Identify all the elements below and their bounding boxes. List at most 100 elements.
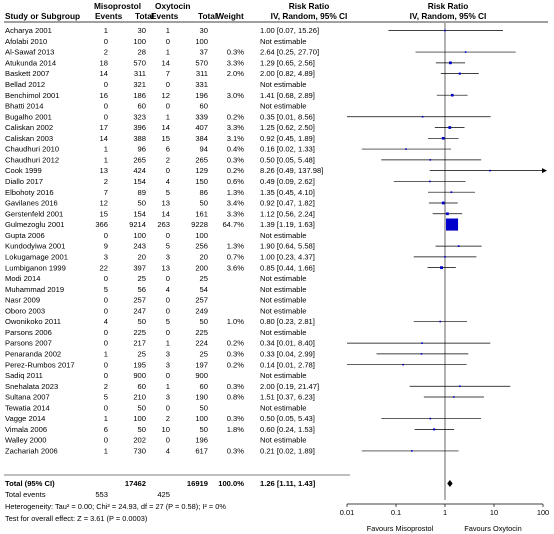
events-oxytocin: 0 <box>166 371 170 380</box>
study-weight: 0.2% <box>227 360 245 369</box>
total-misoprostol: 96 <box>138 145 146 154</box>
events-oxytocin: 13 <box>162 199 170 208</box>
study-weight: 1.0% <box>227 317 245 326</box>
events-misoprostol: 1 <box>104 447 108 456</box>
total-oxytocin: 249 <box>195 306 208 315</box>
events-misoprostol: 5 <box>104 393 108 402</box>
study-name: Cook 1999 <box>5 166 42 175</box>
effect-square <box>458 385 461 388</box>
study-name: Lumbiganon 1999 <box>5 263 66 272</box>
total-oxytocin: 100 <box>195 231 208 240</box>
effect-square <box>429 180 431 183</box>
events-oxytocin: 0 <box>166 296 170 305</box>
total-misoprostol: 323 <box>133 112 146 121</box>
study-name: Bhatti 2014 <box>5 102 43 111</box>
events-oxytocin: 14 <box>162 123 170 132</box>
risk-ratio-ci: Not estimable <box>260 306 306 315</box>
study-row: Vimala 2006 6 50 10 50 1.8% 0.60 [0.24, 1.53] <box>5 425 315 434</box>
risk-ratio-ci: 0.92 [0.45, 1.89] <box>260 134 315 143</box>
risk-ratio-ci: 1.29 [0.65, 2.56] <box>260 58 315 67</box>
events-misoprostol: 366 <box>95 220 108 229</box>
events-oxytocin: 4 <box>166 177 170 186</box>
study-row: Perez-Rumbos 2017 0 195 3 197 0.2% 0.14 [0.01,… <box>5 360 315 369</box>
plot-method-header: IV, Random, 95% CI <box>410 11 487 21</box>
events-oxytocin: 5 <box>166 317 170 326</box>
total-misoprostol: 202 <box>133 436 146 445</box>
study-weight: 2.0% <box>227 69 245 78</box>
events-misoprostol: 0 <box>104 102 108 111</box>
study-name: Parsons 2006 <box>5 328 52 337</box>
total-misoprostol: 397 <box>133 263 146 272</box>
study-name: Bugalho 2001 <box>5 112 52 121</box>
total-oxytocin: 54 <box>200 285 208 294</box>
study-weight: 1.3% <box>227 188 245 197</box>
study-row: Sultana 2007 5 210 3 190 0.8% 1.51 [0.37, 6.23… <box>5 393 315 402</box>
ci-arrow-right <box>542 168 547 174</box>
effect-square <box>489 169 491 172</box>
events-misoprostol: 0 <box>104 306 108 315</box>
study-name: Caliskan 2003 <box>5 134 53 143</box>
study-name: Owonikoko 2011 <box>5 317 61 326</box>
total-misoprostol: 186 <box>133 91 146 100</box>
events-misoprostol: 2 <box>104 382 108 391</box>
total-oxytocin: 256 <box>195 242 208 251</box>
study-row: Nasr 2009 0 257 0 257 Not estimable <box>5 296 306 305</box>
study-row: Bellad 2012 0 321 0 331 Not estimable <box>5 80 306 89</box>
total-oxytocin: 224 <box>195 339 208 348</box>
events-oxytocin: 5 <box>166 242 170 251</box>
events-oxytocin: 0 <box>166 436 170 445</box>
total-events-label: Total events <box>5 490 46 499</box>
total-oxytocin: 570 <box>195 58 208 67</box>
events-misoprostol: 7 <box>104 188 108 197</box>
total-events-1: 553 <box>95 490 108 499</box>
events-oxytocin: 1 <box>166 339 170 348</box>
events-1-header: Events <box>95 11 123 21</box>
events-misoprostol: 9 <box>104 242 108 251</box>
study-row: Owonikoko 2011 4 50 5 50 1.0% 0.80 [0.23, 2.81… <box>5 317 315 326</box>
risk-ratio-ci: 2.00 [0.82, 4.89] <box>260 69 315 78</box>
events-misoprostol: 0 <box>104 371 108 380</box>
study-weight: 0.3% <box>227 350 245 359</box>
events-misoprostol: 14 <box>100 134 108 143</box>
study-weight: 0.8% <box>227 393 245 402</box>
events-misoprostol: 0 <box>104 80 108 89</box>
study-row: Gulmezoglu 2001 366 9214 263 9228 64.7% 1.39 [… <box>5 220 315 229</box>
weight-header: Weight <box>216 11 244 21</box>
effect-square <box>444 29 446 32</box>
events-oxytocin: 15 <box>162 134 170 143</box>
total-oxytocin: 100 <box>195 37 208 46</box>
effect-square <box>445 218 459 231</box>
study-row: Atukunda 2014 18 570 14 570 3.3% 1.29 [0.65, 2… <box>5 58 315 67</box>
study-row: Gerstenfeld 2001 15 154 14 161 3.3% 1.12 [0.56… <box>5 209 315 218</box>
total-misoprostol: 396 <box>133 123 146 132</box>
total-misoprostol: 195 <box>133 360 146 369</box>
study-weight: 3.6% <box>227 263 245 272</box>
events-misoprostol: 0 <box>104 403 108 412</box>
study-weight: 0.3% <box>227 48 245 57</box>
events-misoprostol: 0 <box>104 296 108 305</box>
study-name: Gulmezoglu 2001 <box>5 220 65 229</box>
study-name: Gavilanes 2016 <box>5 199 58 208</box>
study-row: Oboro 2003 0 247 0 249 Not estimable <box>5 306 306 315</box>
study-weight: 0.2% <box>227 112 245 121</box>
study-row: Diallo 2017 2 154 4 150 0.6% 0.49 [0.09, 2.62] <box>5 177 315 186</box>
events-misoprostol: 0 <box>104 274 108 283</box>
total-misoprostol: 730 <box>133 447 146 456</box>
study-row: Gavilanes 2016 12 50 13 50 3.4% 0.92 [0.47, 1.… <box>5 199 315 208</box>
study-name: Afolabi 2010 <box>5 37 47 46</box>
study-row: Chaudhuri 2012 1 265 2 265 0.3% 0.50 [0.05, 5.… <box>5 155 315 164</box>
total-misoprostol: 243 <box>133 242 146 251</box>
effect-square <box>429 417 432 420</box>
total-oxytocin: 100 <box>195 414 208 423</box>
effect-square <box>410 450 413 452</box>
effect-square <box>448 126 452 129</box>
total-misoprostol: 100 <box>133 37 146 46</box>
risk-ratio-ci: 0.21 [0.02, 1.89] <box>260 447 315 456</box>
effect-square <box>452 396 455 398</box>
study-name: Kundodyiwa 2001 <box>5 242 65 251</box>
risk-ratio-ci: Not estimable <box>260 37 306 46</box>
total-misoprostol: 56 <box>138 285 146 294</box>
events-oxytocin: 3 <box>166 360 170 369</box>
axis-tick-label: 0.1 <box>391 508 401 517</box>
study-weight: 3.3% <box>227 123 245 132</box>
